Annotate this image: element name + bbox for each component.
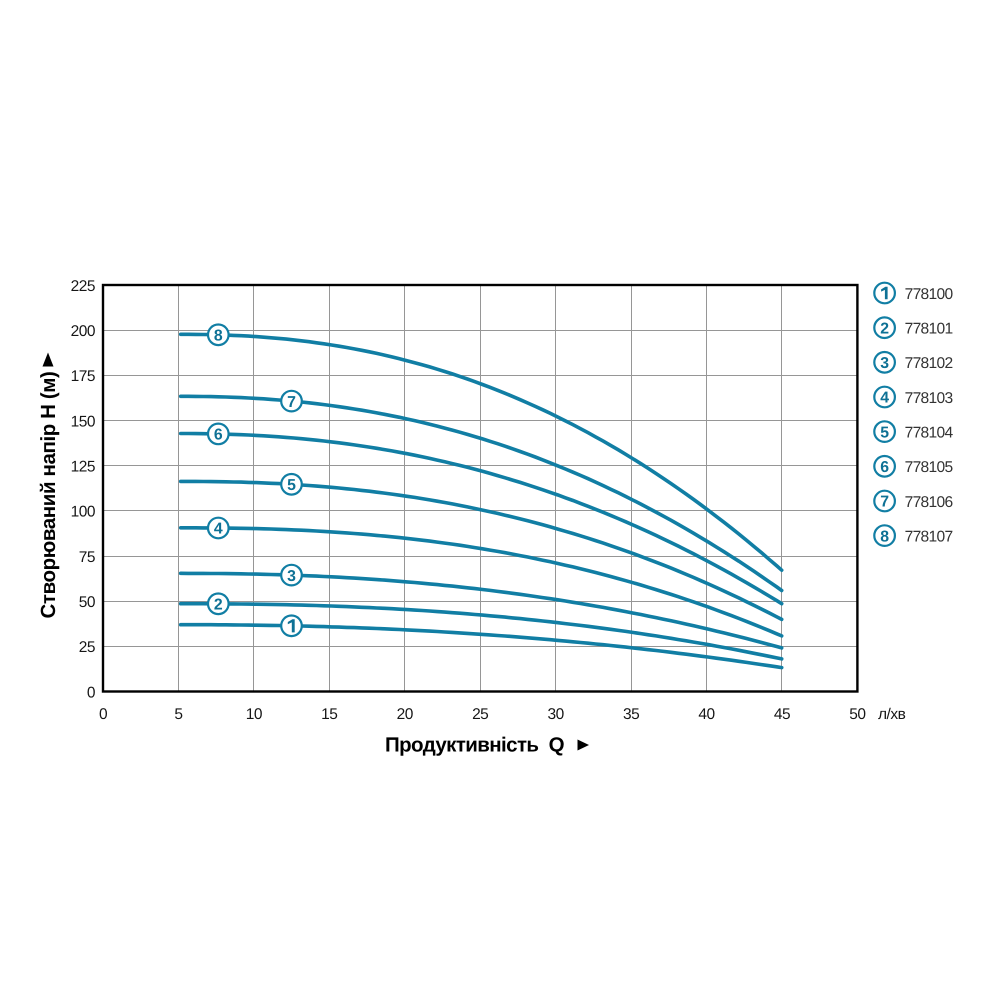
svg-text:778104: 778104 — [905, 424, 954, 441]
svg-text:5: 5 — [287, 477, 296, 494]
svg-text:8: 8 — [880, 528, 889, 545]
svg-text:75: 75 — [79, 549, 95, 566]
svg-text:778105: 778105 — [905, 459, 954, 476]
svg-text:0: 0 — [87, 684, 96, 701]
svg-text:8: 8 — [214, 328, 223, 345]
svg-text:778101: 778101 — [905, 321, 953, 338]
svg-text:6: 6 — [880, 459, 889, 476]
svg-text:Продуктивність Q: Продуктивність Q — [385, 734, 565, 757]
svg-text:175: 175 — [71, 368, 95, 385]
svg-text:45: 45 — [774, 706, 790, 723]
svg-text:150: 150 — [71, 413, 96, 430]
svg-text:5: 5 — [174, 706, 182, 723]
svg-text:2: 2 — [214, 597, 223, 614]
svg-text:Створюваний напір H (м): Створюваний напір H (м) — [37, 372, 60, 619]
svg-text:л/хв: л/хв — [878, 706, 906, 723]
svg-text:7: 7 — [880, 494, 889, 511]
svg-text:0: 0 — [99, 706, 108, 723]
svg-text:6: 6 — [214, 427, 223, 444]
svg-text:50: 50 — [849, 706, 866, 723]
svg-text:3: 3 — [287, 568, 296, 585]
svg-text:778107: 778107 — [905, 528, 953, 545]
svg-text:200: 200 — [71, 323, 96, 340]
svg-text:778106: 778106 — [905, 494, 953, 511]
svg-text:2: 2 — [880, 320, 889, 337]
svg-text:25: 25 — [79, 639, 95, 656]
svg-text:15: 15 — [321, 706, 337, 723]
svg-text:30: 30 — [547, 706, 564, 723]
svg-text:4: 4 — [214, 521, 223, 538]
svg-text:40: 40 — [698, 706, 715, 723]
svg-text:5: 5 — [880, 424, 889, 441]
svg-text:4: 4 — [880, 390, 889, 407]
svg-text:25: 25 — [472, 706, 488, 723]
svg-text:35: 35 — [623, 706, 639, 723]
svg-text:778103: 778103 — [905, 390, 953, 407]
svg-text:50: 50 — [79, 594, 96, 611]
svg-text:778100: 778100 — [905, 286, 954, 303]
svg-text:225: 225 — [71, 278, 95, 295]
svg-text:100: 100 — [71, 504, 96, 521]
svg-text:125: 125 — [71, 459, 95, 476]
svg-text:778102: 778102 — [905, 355, 953, 372]
svg-text:3: 3 — [880, 355, 889, 372]
svg-text:20: 20 — [397, 706, 414, 723]
svg-text:10: 10 — [246, 706, 263, 723]
svg-text:7: 7 — [287, 394, 296, 411]
